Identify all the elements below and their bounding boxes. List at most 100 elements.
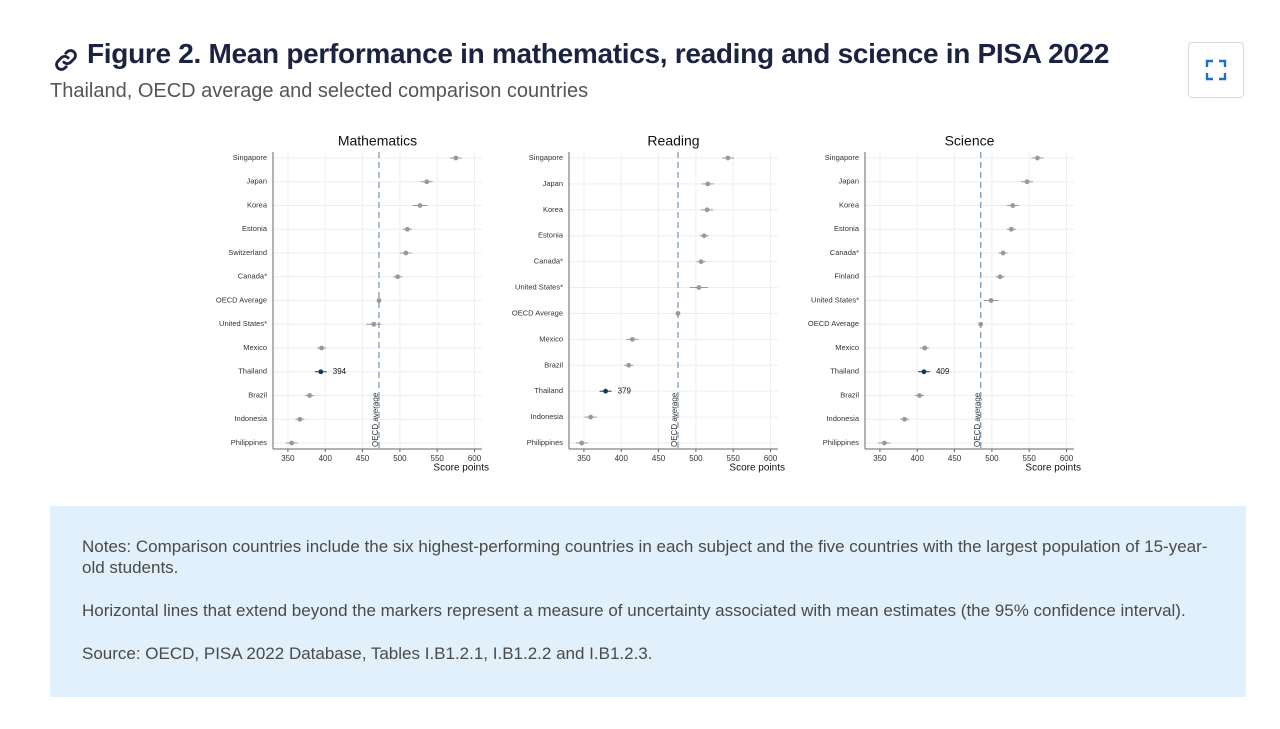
dot [417, 203, 423, 208]
expand-button[interactable] [1188, 42, 1244, 98]
dot [725, 155, 731, 161]
x-tick-label: 500 [985, 454, 999, 463]
dot [698, 259, 704, 265]
x-tick-label: 500 [689, 454, 703, 463]
dot [1035, 155, 1040, 161]
dot [701, 233, 707, 239]
dot [588, 414, 594, 420]
dot [704, 207, 710, 213]
x-axis-label: Score points [729, 463, 785, 474]
note: Notes: Comparison countries include the … [82, 537, 1208, 577]
x-tick-label: 350 [281, 454, 295, 463]
reference-label: OECD average [973, 392, 982, 447]
dot [1008, 226, 1014, 232]
dot [882, 440, 887, 446]
chart-title: Science [945, 133, 995, 149]
dot [395, 274, 401, 280]
dot [1010, 203, 1016, 208]
y-tick-label: Korea [839, 200, 860, 209]
link-icon[interactable] [53, 47, 79, 73]
x-tick-label: 450 [948, 454, 962, 463]
y-tick-label: Singapore [825, 153, 859, 162]
dot [988, 298, 994, 303]
dot [675, 311, 681, 316]
figure-subtitle: Thailand, OECD average and selected comp… [50, 80, 589, 102]
x-tick-label: 400 [911, 454, 925, 463]
dot [922, 345, 928, 351]
value-label: 394 [333, 367, 347, 376]
y-tick-label: United States* [219, 319, 267, 328]
reference-label: OECD average [670, 392, 679, 447]
dot [424, 179, 430, 185]
y-tick-label: Mexico [539, 334, 563, 343]
dot [978, 321, 984, 327]
y-tick-label: Philippines [527, 438, 564, 447]
value-label: 379 [618, 386, 632, 395]
chart-title: Reading [647, 133, 699, 149]
x-tick-label: 350 [873, 454, 887, 463]
y-tick-label: Japan [839, 177, 859, 186]
y-tick-label: Brazil [544, 360, 563, 369]
x-tick-label: 450 [356, 454, 370, 463]
dot [319, 345, 324, 351]
y-tick-label: OECD Average [512, 308, 563, 317]
x-tick-label: 500 [393, 454, 407, 463]
dot [297, 416, 303, 422]
y-tick-label: Singapore [233, 153, 267, 162]
value-label: 409 [936, 367, 950, 376]
x-axis-label: Score points [1025, 463, 1081, 474]
dot [371, 321, 377, 327]
y-tick-label: Finland [834, 272, 859, 281]
chart-title: Mathematics [338, 133, 417, 149]
y-tick-label: Japan [543, 179, 563, 188]
y-tick-label: Indonesia [826, 414, 859, 423]
y-tick-label: Korea [543, 205, 564, 214]
dot [404, 226, 410, 232]
y-tick-label: Switzerland [228, 248, 267, 257]
dot [453, 155, 459, 161]
note: Horizontal lines that extend beyond the … [82, 601, 1186, 620]
dot [307, 393, 312, 398]
y-tick-label: Singapore [529, 153, 563, 162]
y-tick-label: Canada* [534, 257, 563, 266]
y-tick-label: Japan [247, 177, 267, 186]
dot [403, 250, 409, 256]
y-tick-label: United States* [515, 283, 563, 292]
y-tick-label: Thailand [238, 367, 267, 376]
y-tick-label: Indonesia [234, 414, 267, 423]
dot [626, 362, 632, 368]
expand-icon [1205, 59, 1227, 81]
y-tick-label: Korea [247, 200, 268, 209]
y-tick-label: Canada* [238, 272, 267, 281]
notes-box: Notes: Comparison countries include the … [50, 506, 1246, 697]
dot [902, 416, 907, 422]
dot [289, 440, 295, 446]
x-axis-label: Score points [433, 463, 489, 474]
x-tick-label: 600 [468, 454, 482, 463]
y-tick-label: Indonesia [530, 412, 563, 421]
x-tick-label: 350 [577, 454, 591, 463]
y-tick-label: Estonia [242, 224, 268, 233]
dot [376, 298, 382, 303]
y-tick-label: Thailand [534, 386, 563, 395]
dot [917, 393, 922, 398]
x-tick-label: 450 [652, 454, 666, 463]
dot [705, 181, 711, 187]
figure-title: Figure 2. Mean performance in mathematic… [87, 38, 1110, 69]
dot [1024, 179, 1030, 185]
y-tick-label: Brazil [840, 390, 859, 399]
reference-label: OECD average [371, 392, 380, 447]
x-tick-label: 400 [319, 454, 333, 463]
dot [997, 274, 1003, 280]
x-tick-label: 550 [431, 454, 445, 463]
dot [318, 369, 324, 375]
note: Source: OECD, PISA 2022 Database, Tables… [82, 644, 653, 663]
x-tick-label: 550 [727, 454, 741, 463]
y-tick-label: Philippines [823, 438, 860, 447]
dot [579, 440, 585, 446]
dot [630, 336, 635, 342]
y-tick-label: Philippines [231, 438, 268, 447]
y-tick-label: United States* [811, 295, 859, 304]
